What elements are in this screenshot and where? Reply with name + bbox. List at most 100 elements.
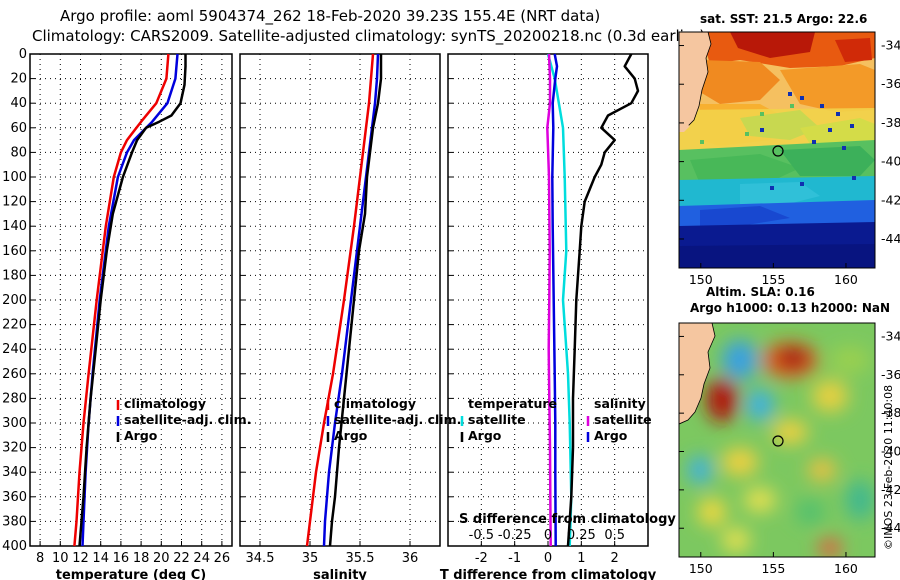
credit-stamp: ©IMOS 23-Feb-2020 11:40:08: [882, 385, 895, 550]
map-y-tick-label: -40: [881, 154, 900, 169]
sst-map-axes: 150 155 160 -34 -36 -38 -40 -42 -44: [679, 38, 900, 287]
x-tick-label: 24: [193, 551, 210, 566]
series-line: [566, 53, 640, 547]
x-axis-label: T difference from climatology: [440, 568, 657, 580]
map-x-tick-label: 150: [689, 272, 713, 287]
x2-tick-label: -0.5: [469, 528, 494, 543]
x-tick-label: 34.5: [246, 551, 275, 566]
argo-position-marker: [772, 145, 784, 157]
legend-label-climatology: climatology: [334, 396, 416, 411]
legend-label-argo: Argo: [124, 428, 158, 443]
legend-label-temp-satellite: satellite: [468, 412, 526, 427]
series-line: [551, 53, 559, 547]
y-tick-label: 300: [2, 416, 27, 431]
x-tick-label: 20: [153, 551, 170, 566]
map-y-tick-label: -36: [881, 367, 900, 382]
x-axis-label: salinity: [313, 568, 367, 580]
map-y-tick-label: -44: [881, 231, 900, 246]
y-tick-label: 160: [2, 244, 27, 259]
x2-tick-label: 0.25: [567, 528, 596, 543]
temperature-legend: climatology satellite-adj. clim. Argo: [116, 396, 251, 443]
sla-map: Altim. SLA: 0.16 Argo h1000: 0.13 h2000:…: [678, 285, 900, 576]
x2-tick-label: 0.5: [604, 528, 625, 543]
y-tick-label: 60: [10, 121, 27, 136]
y-tick-label: 260: [2, 367, 27, 382]
y-tick-label: 140: [2, 219, 27, 234]
y-tick-label: 20: [10, 72, 27, 87]
x-tick-label: 16: [113, 551, 130, 566]
legend-label-sal-satellite: satellite: [594, 412, 652, 427]
sst-map-image: [679, 32, 875, 268]
y-tick-label: 100: [2, 170, 27, 185]
map-y-tick-label: -34: [881, 328, 900, 343]
y-tick-label: 380: [2, 514, 27, 529]
x-tick-label: 35.5: [346, 551, 375, 566]
x-axis-label: temperature (deg C): [56, 568, 206, 580]
map-x-tick-label: 160: [834, 272, 858, 287]
y-tick-label: 180: [2, 268, 27, 283]
legend-label-sal-argo: Argo: [594, 428, 628, 443]
x-tick-label: 36: [402, 551, 419, 566]
map-x-tick-label: 160: [834, 561, 858, 576]
x2-tick-label: -0.25: [498, 528, 532, 543]
series-line: [73, 53, 170, 547]
x-tick-label: 8: [36, 551, 44, 566]
legend-label-satellite: satellite-adj. clim.: [124, 412, 251, 427]
figure-title-line2: Climatology: CARS2009. Satellite-adjuste…: [32, 27, 705, 46]
series-line: [546, 53, 573, 547]
temperature-panel: 8 10 12 14 16 18 20 22 24 26020406080100120140160…: [2, 47, 233, 580]
map-y-tick-label: -42: [881, 482, 900, 497]
map-x-tick-label: 155: [761, 272, 785, 287]
series-line: [546, 53, 552, 547]
difference-panel: -2 -1 0 1 2 T difference from climatology S di…: [440, 53, 676, 580]
series-line: [328, 54, 383, 547]
sst-map-title: sat. SST: 21.5 Argo: 22.6: [700, 12, 867, 26]
series-line: [305, 53, 375, 547]
y-tick-label: 400: [2, 539, 27, 554]
x-tick-label: 12: [72, 551, 89, 566]
legend-heading-salinity: salinity: [594, 396, 646, 411]
y-tick-label: 220: [2, 318, 27, 333]
legend-label-temp-argo: Argo: [468, 428, 502, 443]
map-y-tick-label: -34: [881, 38, 900, 53]
x-tick-label: 10: [52, 551, 69, 566]
legend-label-satellite: satellite-adj. clim.: [334, 412, 461, 427]
sla-map-title-line2: Argo h1000: 0.13 h2000: NaN: [690, 301, 890, 315]
map-x-tick-label: 150: [689, 561, 713, 576]
difference-legend: temperature satellite Argo salinity sate…: [460, 396, 652, 443]
y-tick-label: 0: [19, 47, 27, 62]
x-tick-label: 2: [611, 551, 619, 566]
figure-title-line1: Argo profile: aoml 5904374_262 18-Feb-20…: [60, 7, 600, 26]
y-tick-label: 120: [2, 195, 27, 210]
legend-label-climatology: climatology: [124, 396, 206, 411]
y-tick-label: 340: [2, 465, 27, 480]
x2-axis-label: S difference from climatology: [459, 512, 676, 527]
y-tick-label: 40: [10, 96, 27, 111]
sla-map-title-line1: Altim. SLA: 0.16: [706, 285, 815, 299]
salinity-legend: climatology satellite-adj. clim. Argo: [326, 396, 461, 443]
legend-heading-temperature: temperature: [468, 396, 557, 411]
x-tick-label: 0: [544, 551, 552, 566]
x2-tick-label: 0: [544, 528, 552, 543]
x-tick-label: 18: [133, 551, 150, 566]
y-tick-label: 200: [2, 293, 27, 308]
x-tick-label: 22: [173, 551, 190, 566]
x-tick-label: 26: [214, 551, 231, 566]
x-tick-label: -2: [475, 551, 488, 566]
map-y-tick-label: -40: [881, 444, 900, 459]
map-y-tick-label: -42: [881, 192, 900, 207]
y-tick-label: 80: [10, 145, 27, 160]
series-line: [78, 54, 187, 547]
map-y-tick-label: -36: [881, 76, 900, 91]
sla-map-axes: 150 155 160 -34 -36 -38 -40 -42 -44: [679, 328, 900, 576]
map-y-tick-label: -38: [881, 405, 900, 420]
legend-label-argo: Argo: [334, 428, 368, 443]
y-tick-label: 280: [2, 391, 27, 406]
sla-map-frame: [678, 322, 876, 558]
salinity-panel: 34.5 35 35.5 36 salinity: [239, 53, 441, 580]
sst-map-frame: [678, 31, 876, 269]
y-tick-label: 240: [2, 342, 27, 357]
map-x-tick-label: 155: [761, 561, 785, 576]
sst-map: sat. SST: 21.5 Argo: 22.6: [678, 12, 900, 287]
